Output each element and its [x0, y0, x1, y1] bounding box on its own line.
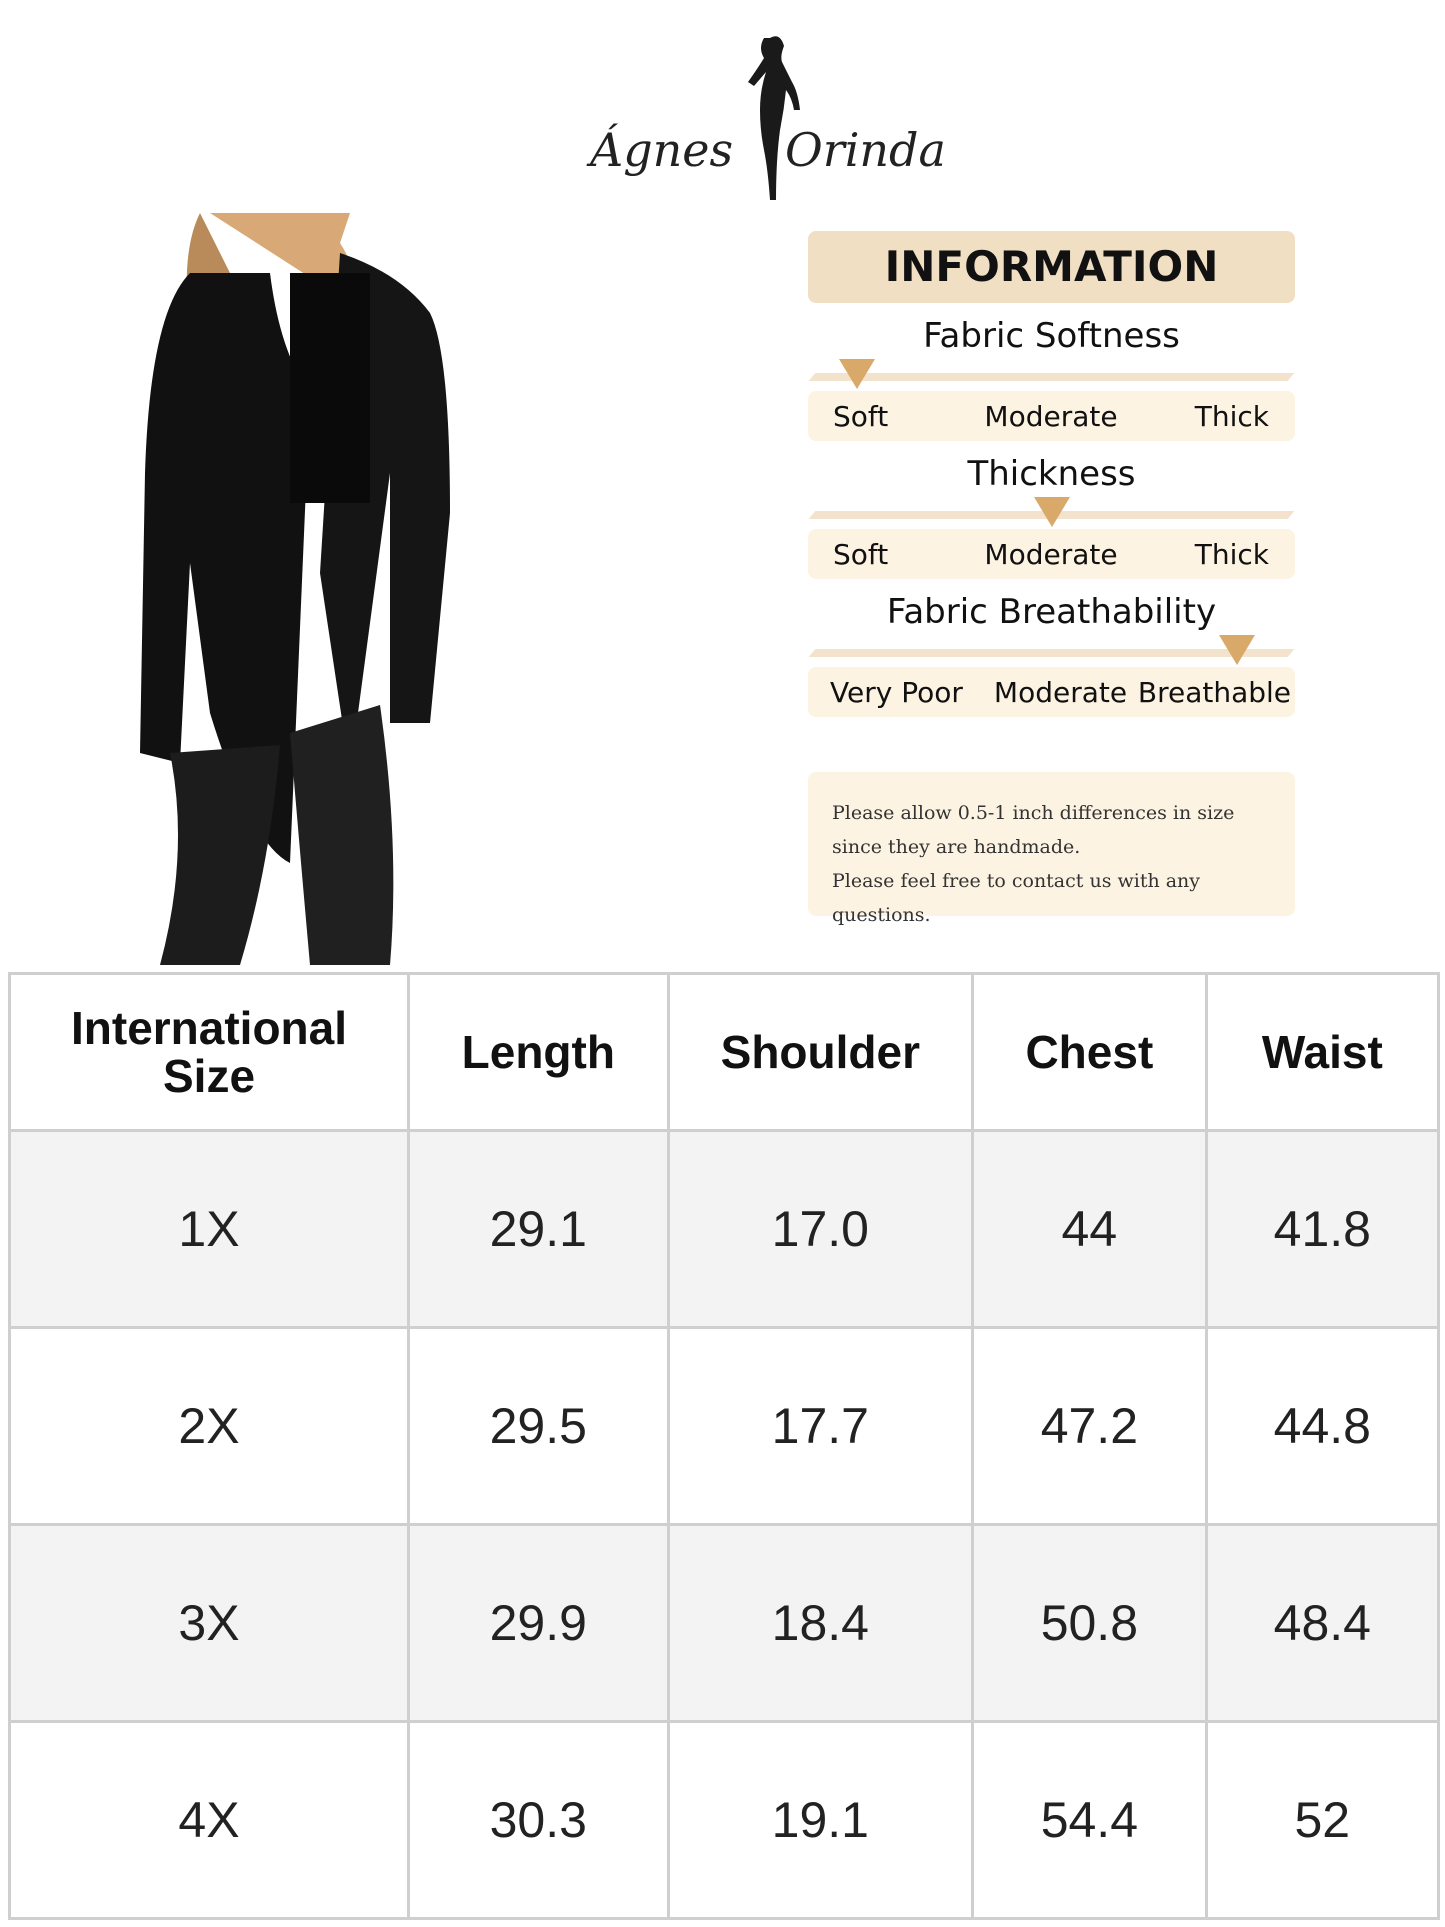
cell-size: 3X: [7, 1523, 411, 1723]
header-chest: Chest: [971, 972, 1208, 1132]
scale-labels: Soft Moderate Thick: [808, 529, 1295, 579]
table-row: 2X 29.5 17.7 47.2 44.8: [7, 1326, 1441, 1526]
cell-length: 29.9: [407, 1523, 670, 1723]
cell-size: 2X: [7, 1326, 411, 1526]
scale-label-mid: Moderate: [984, 399, 1118, 433]
cell-chest: 44: [971, 1129, 1208, 1329]
cell-chest: 54.4: [971, 1720, 1208, 1920]
rating-scale: [808, 497, 1295, 529]
note-line: Please allow 0.5-1 inch differences in s…: [832, 802, 1235, 824]
cell-waist: 44.8: [1204, 1326, 1441, 1526]
brand-name-right: Orinda: [785, 123, 946, 177]
cell-size: 1X: [7, 1129, 411, 1329]
scale-labels: Soft Moderate Thick: [808, 391, 1295, 441]
scale-labels: Very Poor Moderate Breathable: [808, 667, 1295, 717]
cell-waist: 41.8: [1204, 1129, 1441, 1329]
information-title: INFORMATION: [808, 231, 1295, 303]
pointer-triangle-icon: [1033, 497, 1070, 527]
cell-chest: 47.2: [971, 1326, 1208, 1526]
size-note: Please allow 0.5-1 inch differences in s…: [808, 772, 1295, 926]
metric-title: Thickness: [967, 454, 1136, 494]
scale-label-low: Soft: [833, 537, 889, 571]
pointer-triangle-icon: [838, 359, 875, 389]
cell-waist: 48.4: [1204, 1523, 1441, 1723]
table-row: 1X 29.1 17.0 44 41.8: [7, 1129, 1441, 1329]
size-chart-table: International Size Length Shoulder Chest…: [7, 972, 1441, 1920]
cell-length: 29.5: [407, 1326, 670, 1526]
header-waist: Waist: [1204, 972, 1441, 1132]
brand-logo: Ágnes Orinda: [590, 28, 946, 208]
cell-length: 29.1: [407, 1129, 670, 1329]
metric-fabric-softness: Fabric Softness Soft Moderate Thick: [808, 313, 1295, 441]
scale-label-mid: Moderate: [993, 675, 1128, 709]
header-shoulder: Shoulder: [666, 972, 975, 1132]
scale-label-low: Very Poor: [830, 675, 963, 709]
rating-scale: [808, 635, 1295, 667]
cell-size: 4X: [7, 1720, 411, 1920]
metric-fabric-breathability: Fabric Breathability Very Poor Moderate …: [808, 589, 1295, 717]
brand-name-left: Ágnes: [590, 123, 734, 177]
header-length: Length: [407, 972, 670, 1132]
cell-shoulder: 18.4: [666, 1523, 975, 1723]
metric-thickness: Thickness Soft Moderate Thick: [808, 451, 1295, 579]
scale-label-mid: Moderate: [984, 537, 1118, 571]
scale-label-low: Soft: [833, 399, 889, 433]
logo-figure-icon: [748, 36, 800, 201]
cell-shoulder: 19.1: [666, 1720, 975, 1920]
note-line: Please feel free to contact us with any …: [832, 870, 1201, 926]
cell-shoulder: 17.7: [666, 1326, 975, 1526]
table-header-row: International Size Length Shoulder Chest…: [7, 972, 1441, 1132]
scale-label-high: Thick: [1194, 537, 1269, 571]
header-international-size: International Size: [7, 972, 411, 1132]
table-row: 3X 29.9 18.4 50.8 48.4: [7, 1523, 1441, 1723]
product-photo: [140, 213, 540, 965]
metric-title: Fabric Breathability: [886, 592, 1217, 632]
table-row: 4X 30.3 19.1 54.4 52: [7, 1720, 1441, 1920]
cell-length: 30.3: [407, 1720, 670, 1920]
cell-chest: 50.8: [971, 1523, 1208, 1723]
scale-label-high: Breathable: [1137, 675, 1292, 709]
rating-scale: [808, 359, 1295, 391]
note-line: since they are handmade.: [832, 836, 1081, 858]
metric-title: Fabric Softness: [923, 316, 1180, 356]
pointer-triangle-icon: [1218, 635, 1255, 665]
information-panel: INFORMATION Fabric Softness Soft Moderat…: [808, 231, 1295, 717]
cell-shoulder: 17.0: [666, 1129, 975, 1329]
scale-label-high: Thick: [1194, 399, 1269, 433]
cell-waist: 52: [1204, 1720, 1441, 1920]
